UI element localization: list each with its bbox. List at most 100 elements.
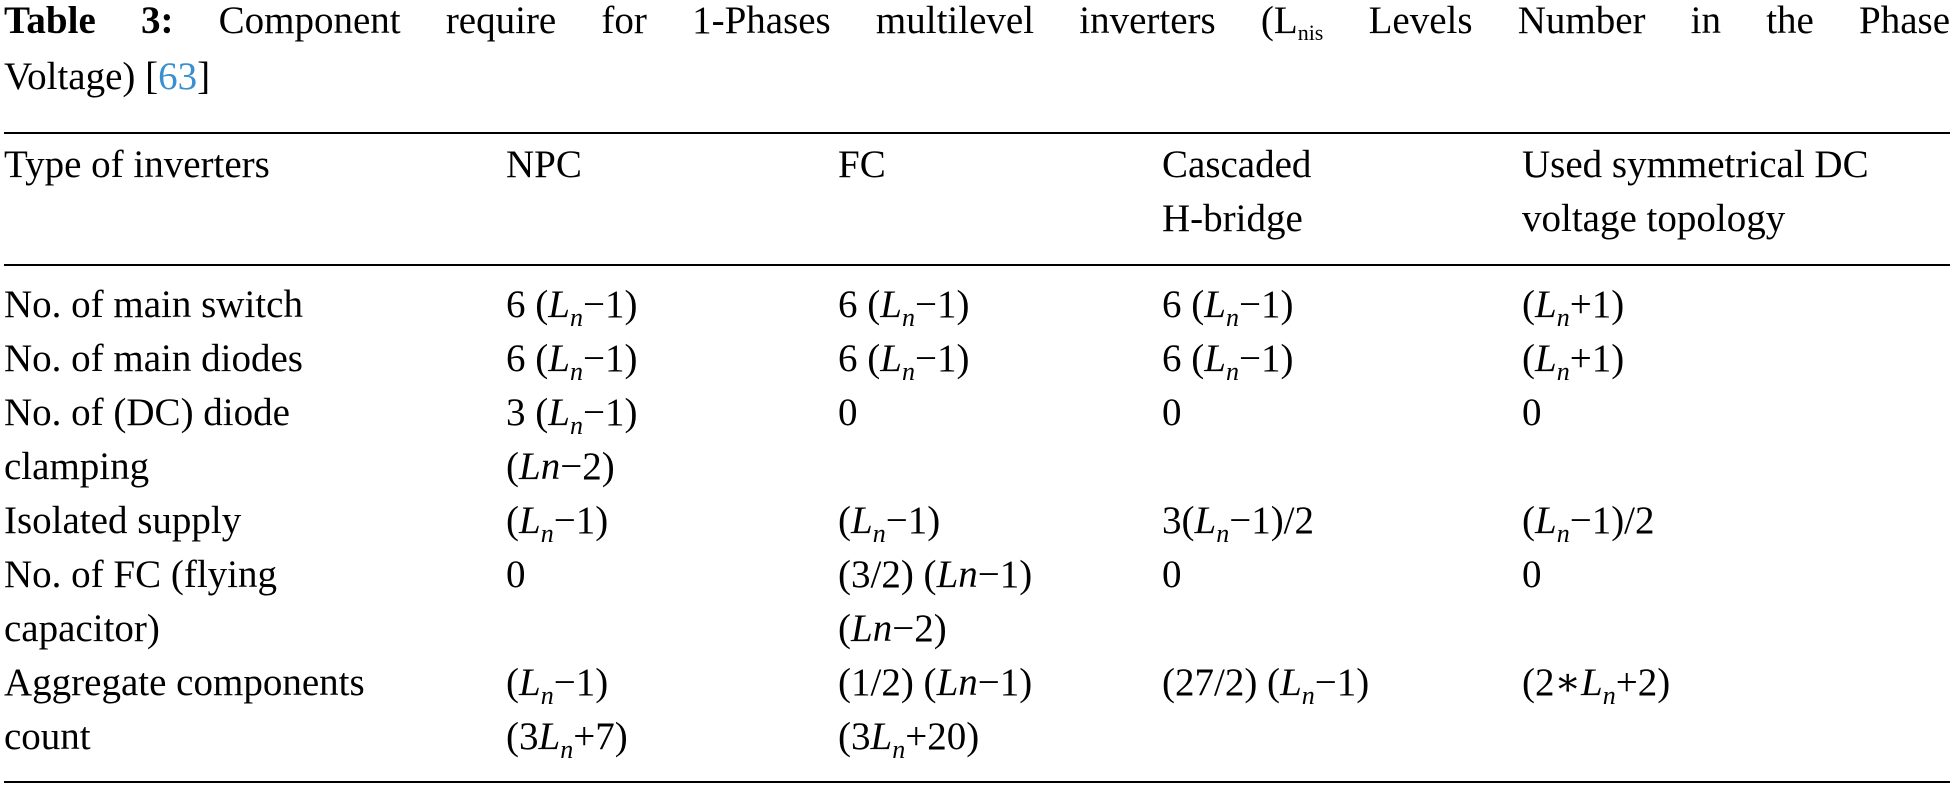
caption-text-2a: Voltage) [ xyxy=(4,55,159,98)
cell-line: 6 (Ln−1) xyxy=(506,337,638,386)
table-header: Type of inverters NPC FC Cascaded H-bridge Us… xyxy=(4,136,1950,264)
table-cell: (Ln−1) xyxy=(838,494,1162,548)
reference-link[interactable]: 63 xyxy=(158,55,198,98)
cell-line: 0 xyxy=(1522,391,1542,434)
caption-text-1a: Component require for 1-Phases multileve… xyxy=(218,0,1298,42)
cell-line: FC xyxy=(838,143,886,186)
column-header: Used symmetrical DC voltage topology xyxy=(1522,136,1950,264)
row-label: Aggregate components count xyxy=(4,656,506,764)
column-header: NPC xyxy=(506,136,838,264)
table-cell: 3 (Ln−1) (Ln−2) xyxy=(506,386,838,494)
cell-line: 0 xyxy=(1522,553,1542,596)
cell-line: (2∗Ln+2) xyxy=(1522,661,1671,710)
table-cell: (Ln+1) xyxy=(1522,264,1950,332)
cell-line: 6 (Ln−1) xyxy=(1162,337,1294,386)
table-row: No. of (DC) diode clamping 3 (Ln−1) (Ln−2) 0… xyxy=(4,386,1950,494)
cell-line: Type of inverters xyxy=(4,143,270,186)
table-cell: (Ln+1) xyxy=(1522,332,1950,386)
table-header-rule xyxy=(4,264,1950,266)
cell-line: (Ln−1) xyxy=(838,499,941,548)
column-header: Type of inverters xyxy=(4,136,506,264)
table-body: No. of main switch 6 (Ln−1) 6 (Ln−1) 6 (Ln−… xyxy=(4,264,1950,764)
table-row: Isolated supply (Ln−1) (Ln−1) 3(Ln−1)/2 (Ln−… xyxy=(4,494,1950,548)
cell-line: (Ln+1) xyxy=(1522,337,1625,386)
caption-label: Table 3: xyxy=(4,0,174,42)
cell-line: 0 xyxy=(838,391,858,434)
caption-text-2b: ] xyxy=(197,55,211,98)
cell-line: voltage topology xyxy=(1522,197,1786,240)
table-cell: 6 (Ln−1) xyxy=(506,332,838,386)
cell-line: 6 (Ln−1) xyxy=(838,337,970,386)
table-top-rule xyxy=(4,132,1950,134)
components-table: Type of inverters NPC FC Cascaded H-bridge Us… xyxy=(4,136,1950,764)
row-label: No. of (DC) diode clamping xyxy=(4,386,506,494)
table-caption-line2: Voltage) [63] xyxy=(4,52,210,102)
column-header: Cascaded H-bridge xyxy=(1162,136,1522,264)
cell-line: 3(Ln−1)/2 xyxy=(1162,499,1315,548)
cell-line: 3 (Ln−1) xyxy=(506,391,638,440)
cell-line: 0 xyxy=(506,553,526,596)
cell-line: (3Ln+7) xyxy=(506,715,628,764)
cell-line: (3/2) (Ln−1) xyxy=(838,553,1033,596)
cell-line: (Ln−2) xyxy=(838,607,947,650)
cell-line: (Ln+1) xyxy=(1522,283,1625,332)
cell-line: 0 xyxy=(1162,553,1182,596)
cell-line: (Ln−2) xyxy=(506,445,615,488)
caption-subscript: nis xyxy=(1297,20,1324,45)
cell-line: 6 (Ln−1) xyxy=(506,283,638,332)
cell-line: (3Ln+20) xyxy=(838,715,980,764)
table-cell: (2∗Ln+2) xyxy=(1522,656,1950,764)
table-row: Aggregate components count (Ln−1) (3Ln+7) (1… xyxy=(4,656,1950,764)
row-label: No. of main diodes xyxy=(4,332,506,386)
table-cell: 0 xyxy=(1162,548,1522,656)
table-cell: 6 (Ln−1) xyxy=(506,264,838,332)
cell-line: Used symmetrical DC xyxy=(1522,143,1869,186)
table-row: No. of main switch 6 (Ln−1) 6 (Ln−1) 6 (Ln−… xyxy=(4,264,1950,332)
header-row: Type of inverters NPC FC Cascaded H-bridge Us… xyxy=(4,136,1950,264)
table-caption: Table 3: Component require for 1-Phases … xyxy=(4,0,1950,51)
table-row: No. of main diodes 6 (Ln−1) 6 (Ln−1) 6 (Ln−… xyxy=(4,332,1950,386)
table-cell: (27/2) (Ln−1) xyxy=(1162,656,1522,764)
table-cell: 0 xyxy=(838,386,1162,494)
table-cell: 6 (Ln−1) xyxy=(1162,332,1522,386)
row-label: No. of main switch xyxy=(4,264,506,332)
cell-line: (1/2) (Ln−1) xyxy=(838,661,1033,704)
table-cell: 0 xyxy=(1522,548,1950,656)
caption-text-1b: Levels Number in the Phase xyxy=(1368,0,1951,42)
table-cell: (Ln−1) (3Ln+7) xyxy=(506,656,838,764)
column-header: FC xyxy=(838,136,1162,264)
table-cell: 0 xyxy=(506,548,838,656)
cell-line: No. of FC (flying xyxy=(4,553,277,596)
table-cell: (Ln−1)/2 xyxy=(1522,494,1950,548)
cell-line: No. of main diodes xyxy=(4,337,303,380)
cell-line: No. of (DC) diode xyxy=(4,391,290,434)
row-label: Isolated supply xyxy=(4,494,506,548)
table-bottom-rule xyxy=(4,781,1950,783)
table-row: No. of FC (flying capacitor) 0 (3/2) (Ln−1)… xyxy=(4,548,1950,656)
cell-line: NPC xyxy=(506,143,582,186)
table-cell: 6 (Ln−1) xyxy=(838,264,1162,332)
cell-line: 0 xyxy=(1162,391,1182,434)
cell-line: Aggregate components xyxy=(4,661,365,704)
cell-line: clamping xyxy=(4,445,150,488)
cell-line: (Ln−1) xyxy=(506,499,609,548)
table-cell: 6 (Ln−1) xyxy=(1162,264,1522,332)
cell-line: count xyxy=(4,715,91,758)
table-cell: (Ln−1) xyxy=(506,494,838,548)
table-cell: 6 (Ln−1) xyxy=(838,332,1162,386)
cell-line: 6 (Ln−1) xyxy=(838,283,970,332)
cell-line: H-bridge xyxy=(1162,197,1303,240)
table-cell: 3(Ln−1)/2 xyxy=(1162,494,1522,548)
cell-line: No. of main switch xyxy=(4,283,303,326)
cell-line: (Ln−1)/2 xyxy=(1522,499,1655,548)
row-label: No. of FC (flying capacitor) xyxy=(4,548,506,656)
cell-line: capacitor) xyxy=(4,607,160,650)
table-cell: (1/2) (Ln−1) (3Ln+20) xyxy=(838,656,1162,764)
cell-line: 6 (Ln−1) xyxy=(1162,283,1294,332)
table-cell: 0 xyxy=(1162,386,1522,494)
cell-line: Cascaded xyxy=(1162,143,1312,186)
cell-line: (Ln−1) xyxy=(506,661,609,710)
cell-line: Isolated supply xyxy=(4,499,242,542)
table-cell: (3/2) (Ln−1) (Ln−2) xyxy=(838,548,1162,656)
cell-line: (27/2) (Ln−1) xyxy=(1162,661,1370,710)
